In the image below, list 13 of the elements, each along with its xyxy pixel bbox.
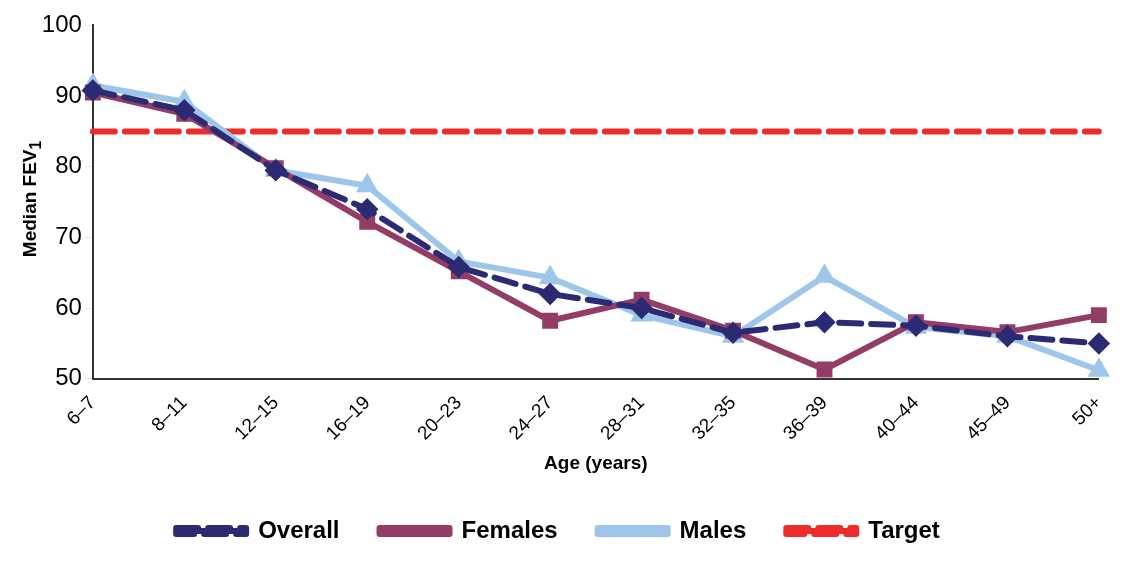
y-tick-label: 50 (55, 363, 82, 391)
y-tick-label: 60 (55, 292, 82, 320)
y-tick-label: 80 (55, 151, 82, 179)
x-tick-label: 50+ (1067, 391, 1106, 430)
legend-label: Overall (258, 515, 340, 543)
y-tick-label: 70 (55, 222, 82, 250)
legend-label: Females (461, 515, 558, 543)
x-axis-title: Age (years) (544, 451, 648, 473)
legend-label: Males (679, 515, 747, 543)
y-tick-label: 100 (41, 10, 82, 38)
x-tick-label: 6–7 (62, 391, 100, 429)
legend-label: Target (868, 515, 940, 543)
y-tick-label: 90 (55, 80, 82, 108)
